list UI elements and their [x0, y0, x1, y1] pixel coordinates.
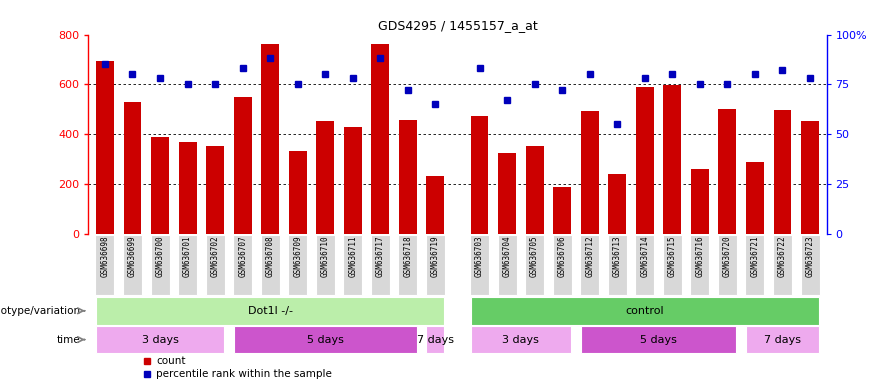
- Title: GDS4295 / 1455157_a_at: GDS4295 / 1455157_a_at: [377, 19, 537, 32]
- Bar: [344, 127, 362, 233]
- Bar: [179, 142, 196, 233]
- Bar: [663, 85, 682, 233]
- Bar: [470, 326, 571, 353]
- Bar: [607, 235, 627, 295]
- Text: GSM636716: GSM636716: [696, 235, 705, 277]
- Bar: [206, 146, 224, 233]
- Bar: [801, 121, 819, 233]
- Bar: [552, 235, 572, 295]
- Text: GSM636706: GSM636706: [558, 235, 567, 277]
- Bar: [774, 110, 791, 233]
- Text: GSM636721: GSM636721: [751, 235, 759, 277]
- Bar: [178, 235, 197, 295]
- Bar: [580, 235, 599, 295]
- Text: GSM636714: GSM636714: [640, 235, 649, 277]
- Bar: [233, 326, 417, 353]
- Bar: [96, 326, 224, 353]
- Bar: [746, 326, 819, 353]
- Text: 3 days: 3 days: [141, 334, 179, 344]
- Text: Dot1l -/-: Dot1l -/-: [248, 306, 293, 316]
- Text: GSM636702: GSM636702: [210, 235, 219, 277]
- Bar: [773, 235, 792, 295]
- Bar: [746, 162, 764, 233]
- Text: GSM636709: GSM636709: [293, 235, 302, 277]
- Bar: [498, 235, 516, 295]
- Text: percentile rank within the sample: percentile rank within the sample: [156, 369, 332, 379]
- Text: GSM636720: GSM636720: [723, 235, 732, 277]
- Bar: [498, 153, 516, 233]
- Text: GSM636698: GSM636698: [101, 235, 110, 277]
- Bar: [718, 235, 737, 295]
- Bar: [399, 235, 417, 295]
- Bar: [470, 297, 819, 324]
- Bar: [150, 235, 170, 295]
- Text: 7 days: 7 days: [764, 334, 801, 344]
- Bar: [123, 235, 142, 295]
- Bar: [96, 61, 114, 233]
- Bar: [399, 120, 417, 233]
- Text: count: count: [156, 356, 186, 366]
- Text: GSM636710: GSM636710: [321, 235, 330, 277]
- Bar: [526, 146, 544, 233]
- Text: GSM636707: GSM636707: [238, 235, 248, 277]
- Text: GSM636723: GSM636723: [805, 235, 814, 277]
- Bar: [316, 235, 335, 295]
- Bar: [124, 103, 141, 233]
- Bar: [636, 235, 654, 295]
- Bar: [719, 109, 736, 233]
- Text: GSM636701: GSM636701: [183, 235, 192, 277]
- Bar: [233, 235, 252, 295]
- Bar: [206, 235, 225, 295]
- Bar: [426, 235, 445, 295]
- Text: GSM636718: GSM636718: [403, 235, 413, 277]
- Bar: [262, 44, 279, 233]
- Text: GSM636699: GSM636699: [128, 235, 137, 277]
- Bar: [371, 235, 390, 295]
- Text: GSM636722: GSM636722: [778, 235, 787, 277]
- Text: time: time: [57, 334, 80, 344]
- Bar: [343, 235, 362, 295]
- Text: 5 days: 5 days: [640, 334, 677, 344]
- Text: GSM636700: GSM636700: [156, 235, 164, 277]
- Text: GSM636708: GSM636708: [266, 235, 275, 277]
- Bar: [690, 235, 709, 295]
- Bar: [470, 235, 489, 295]
- Bar: [96, 297, 445, 324]
- Bar: [151, 137, 169, 233]
- Text: genotype/variation: genotype/variation: [0, 306, 80, 316]
- Bar: [691, 169, 709, 233]
- Bar: [581, 326, 736, 353]
- Bar: [801, 235, 819, 295]
- Bar: [371, 44, 389, 233]
- Bar: [426, 326, 445, 353]
- Bar: [233, 98, 252, 233]
- Text: 3 days: 3 days: [502, 334, 539, 344]
- Bar: [663, 235, 682, 295]
- Bar: [288, 235, 308, 295]
- Bar: [261, 235, 279, 295]
- Text: control: control: [626, 306, 664, 316]
- Text: GSM636713: GSM636713: [613, 235, 621, 277]
- Bar: [95, 235, 114, 295]
- Bar: [525, 235, 544, 295]
- Bar: [608, 174, 626, 233]
- Bar: [553, 187, 571, 233]
- Bar: [470, 116, 489, 233]
- Bar: [426, 175, 445, 233]
- Bar: [289, 151, 307, 233]
- Text: GSM636703: GSM636703: [475, 235, 484, 277]
- Text: GSM636711: GSM636711: [348, 235, 357, 277]
- Bar: [636, 87, 653, 233]
- Text: 7 days: 7 days: [417, 334, 454, 344]
- Text: GSM636704: GSM636704: [502, 235, 512, 277]
- Text: GSM636715: GSM636715: [667, 235, 677, 277]
- Bar: [316, 121, 334, 233]
- Bar: [745, 235, 765, 295]
- Text: GSM636717: GSM636717: [376, 235, 385, 277]
- Text: GSM636719: GSM636719: [431, 235, 440, 277]
- Text: GSM636705: GSM636705: [530, 235, 539, 277]
- Text: 5 days: 5 days: [307, 334, 344, 344]
- Bar: [581, 111, 598, 233]
- Text: GSM636712: GSM636712: [585, 235, 594, 277]
